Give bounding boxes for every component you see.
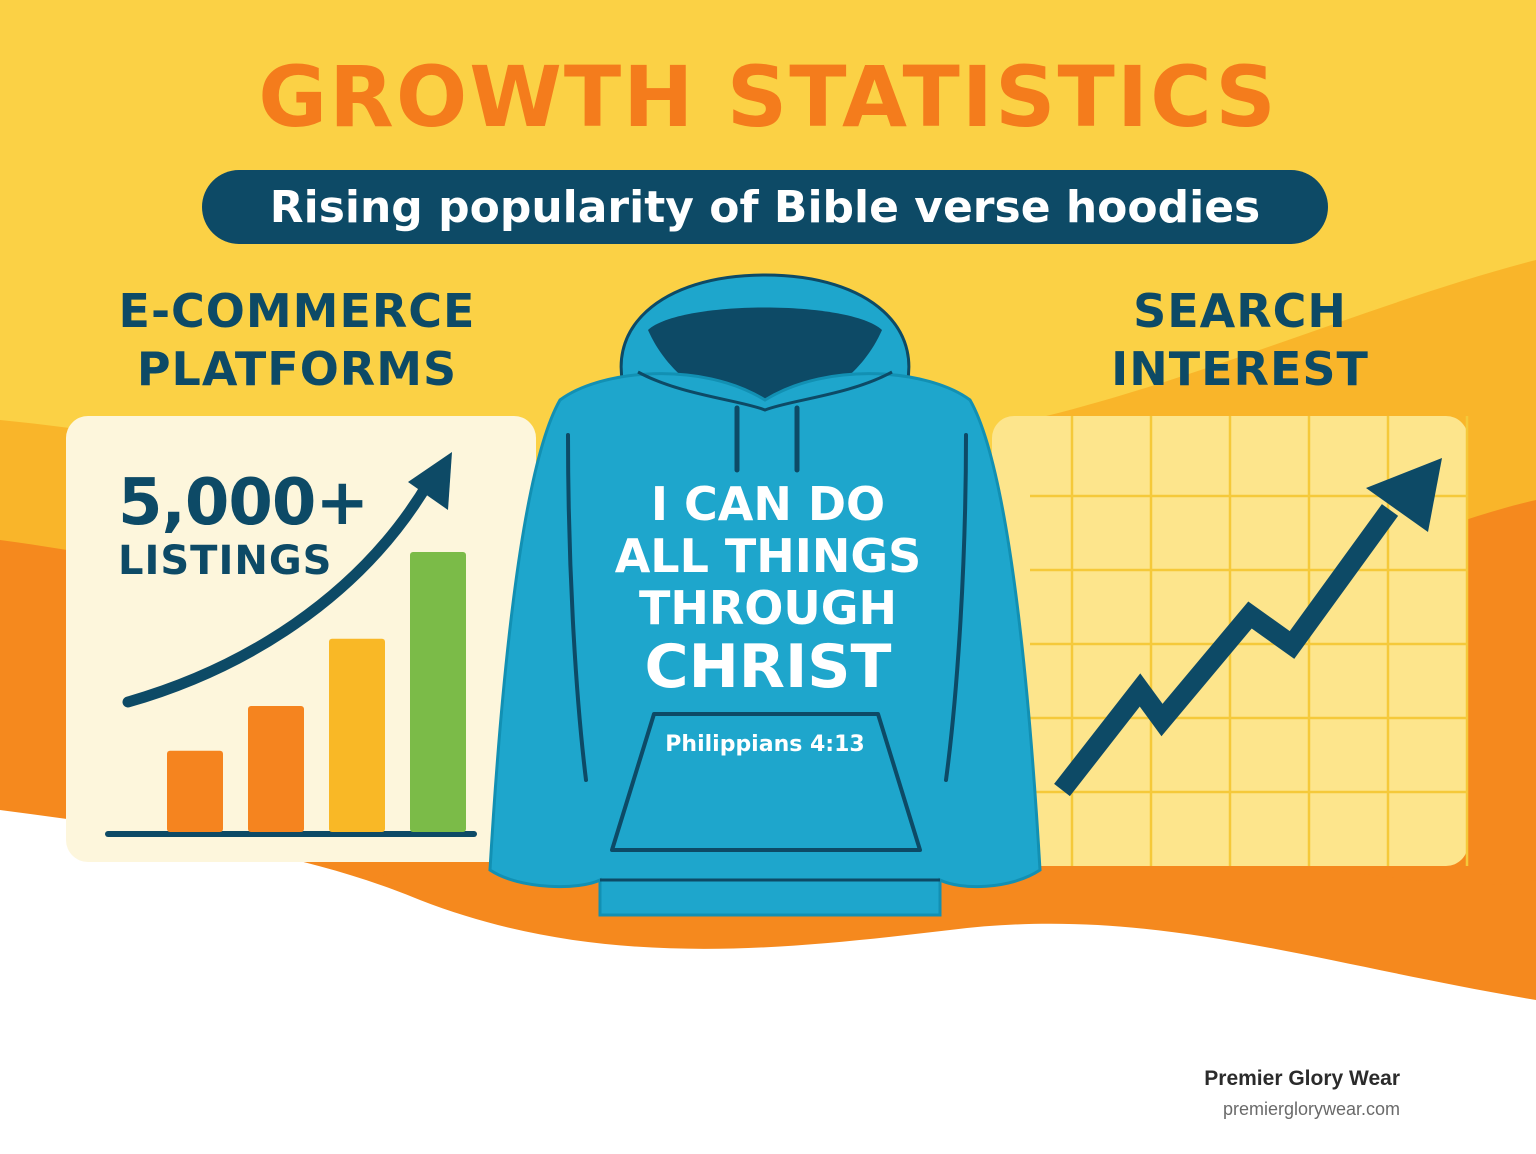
hoodie-illustration — [488, 273, 1042, 917]
search-heading-line1: SEARCH — [1133, 284, 1347, 338]
subtitle-text: Rising popularity of Bible verse hoodies — [269, 181, 1261, 233]
page-title: GROWTH STATISTICS — [258, 48, 1278, 146]
verse-reference: Philippians 4:13 — [665, 732, 865, 757]
bar-3 — [329, 638, 385, 832]
sleeve-seam-right — [944, 433, 968, 782]
bar-2 — [248, 706, 304, 832]
sleeve-seam-left — [566, 433, 588, 782]
search-heading-line2: INTEREST — [1111, 342, 1369, 396]
verse-line-2: ALL THINGS — [614, 529, 922, 583]
search-heading: SEARCH INTEREST — [1060, 282, 1420, 398]
verse-line-4: CHRIST — [644, 632, 892, 702]
brand-url[interactable]: premierglorywear.com — [1222, 1099, 1400, 1119]
hoodie-pocket — [610, 712, 922, 852]
listings-label: LISTINGS — [118, 538, 333, 584]
search-trend-arrow-head — [1366, 458, 1442, 532]
white-footer-area — [0, 810, 1536, 1154]
hood-seam — [637, 370, 893, 412]
ecommerce-heading-line1: E-COMMERCE — [118, 284, 476, 338]
listings-stat: 5,000+ LISTINGS — [118, 466, 369, 584]
subtitle-banner: Rising popularity of Bible verse hoodies — [202, 170, 1328, 244]
verse-line-1: I CAN DO — [650, 477, 886, 531]
brand-footer: Premier Glory Wear premierglorywear.com — [1204, 1064, 1400, 1124]
bar-4 — [410, 552, 466, 832]
listings-count: 5,000+ — [118, 466, 369, 540]
hoodie-verse: I CAN DO ALL THINGS THROUGH CHRIST — [590, 478, 946, 700]
verse-line-3: THROUGH — [638, 581, 897, 635]
curved-arrow-head — [408, 452, 452, 510]
curved-growth-arrow — [122, 474, 436, 708]
brand-name: Premier Glory Wear — [1204, 1067, 1400, 1090]
bar-1 — [167, 750, 223, 832]
hoodie-body — [488, 372, 1042, 917]
search-trend-line — [1054, 504, 1399, 797]
ecommerce-heading: E-COMMERCE PLATFORMS — [92, 282, 502, 398]
bar-chart — [167, 552, 466, 832]
ecommerce-heading-line2: PLATFORMS — [136, 342, 458, 396]
